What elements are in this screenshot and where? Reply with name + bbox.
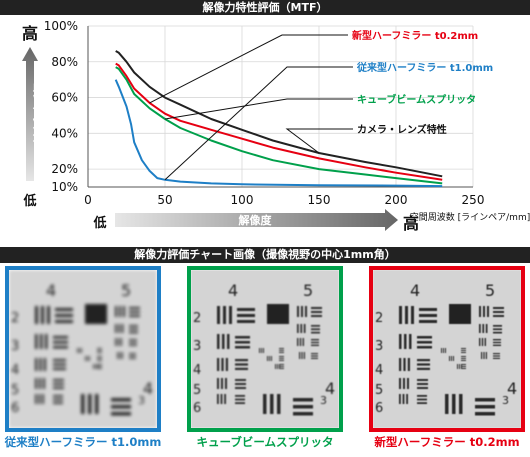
target-number: 6 — [11, 401, 19, 416]
target-number: 2 — [11, 311, 19, 326]
series-line-2 — [115, 66, 443, 185]
x-axis-arrow — [115, 209, 398, 231]
target-number: 5 — [193, 383, 201, 398]
x-tick-label: 100 — [231, 193, 254, 207]
y-tick-label: 80% — [51, 55, 78, 69]
series-label: 従来型ハーフミラー t1.0mm — [356, 61, 493, 74]
x-low-label: 低 — [92, 215, 106, 231]
y-tick-label: 40% — [51, 126, 78, 140]
target-number: 3 — [320, 394, 327, 407]
target-number: 4 — [11, 363, 19, 378]
callout-leader — [285, 128, 353, 154]
target-number: 3 — [375, 339, 383, 354]
chart-title-bar: 解像力特性評価（MTF） — [0, 0, 530, 15]
target-number: 3 — [193, 339, 201, 354]
callout-leader — [164, 98, 353, 120]
target-number: 3 — [138, 394, 145, 407]
chart-title: 解像力特性評価（MTF） — [202, 1, 328, 14]
series-line-1 — [114, 79, 443, 188]
target-number: 4 — [325, 379, 335, 398]
y-tick-label: 10% — [51, 180, 78, 194]
target-number: 4 — [46, 281, 56, 300]
x-tick-label: 0 — [84, 193, 92, 207]
x-tick-label: 250 — [462, 193, 485, 207]
panel-label: キューブビームスプリッタ — [196, 435, 334, 449]
y-high-label: 高 — [22, 24, 38, 43]
target-number: 3 — [11, 339, 19, 354]
grid-lines — [87, 25, 474, 188]
x-tick-labels: 0 50 100 150 200 250 — [84, 193, 484, 207]
panel-label: 新型ハーフミラー t0.2mm — [374, 435, 520, 449]
x-axis-title: 空間周波数 [ラインペア/mm] — [410, 211, 530, 223]
chart-images-title-bar: 解像力評価チャート画像（撮像視野の中心1mm角） — [0, 247, 530, 263]
target-number: 4 — [193, 363, 201, 378]
y-tick-labels: 20% 40% 60% 80% 100% 10% — [44, 19, 78, 194]
target-number: 6 — [375, 401, 383, 416]
target-number: 5 — [121, 281, 131, 300]
legend-callouts: 新型ハーフミラー t0.2mm 従来型ハーフミラー t1.0mm キューブビームスプ… — [149, 29, 493, 181]
target-number: 3 — [502, 394, 509, 407]
series-line-3 — [115, 50, 443, 178]
y-axis-arrow — [22, 47, 38, 181]
target-number: 4 — [375, 363, 383, 378]
y-tick-label: 100% — [44, 19, 78, 33]
target-number: 4 — [228, 281, 238, 300]
target-number: 5 — [375, 383, 383, 398]
target-number: 5 — [485, 281, 495, 300]
target-number: 5 — [11, 383, 19, 398]
callout-leader — [149, 34, 348, 104]
y-arrow-label: コントラスト — [31, 82, 44, 148]
panel-label: 従来型ハーフミラー t1.0mm — [4, 435, 162, 449]
series-line-0 — [115, 62, 443, 181]
y-tick-label: 20% — [51, 162, 78, 176]
x-tick-label: 200 — [385, 193, 408, 207]
x-tick-label: 50 — [157, 193, 172, 207]
target-number: 4 — [143, 379, 153, 398]
target-number: 5 — [303, 281, 313, 300]
target-number: 4 — [410, 281, 420, 300]
target-number: 4 — [507, 379, 517, 398]
x-tick-label: 150 — [308, 193, 331, 207]
y-low-label: 低 — [22, 193, 36, 209]
series-lines — [114, 50, 443, 188]
series-label: 新型ハーフミラー t0.2mm — [352, 29, 478, 42]
x-arrow-label: 解像度 — [239, 213, 273, 227]
series-label: キューブビームスプリッタ — [357, 93, 476, 106]
callout-leader — [164, 66, 353, 181]
target-number: 2 — [193, 311, 201, 326]
target-number: 6 — [193, 401, 201, 416]
mtf-line-chart: 高 低 コントラスト 低 高 解像度 空間周波数 [ラインペア/mm] 20% 4… — [22, 19, 530, 233]
x-high-label: 高 — [403, 214, 419, 233]
target-number: 2 — [375, 311, 383, 326]
y-tick-label: 60% — [51, 91, 78, 105]
chart-images-title: 解像力評価チャート画像（撮像視野の中心1mm角） — [134, 248, 396, 261]
series-label: カメラ・レンズ特性 — [357, 123, 447, 136]
